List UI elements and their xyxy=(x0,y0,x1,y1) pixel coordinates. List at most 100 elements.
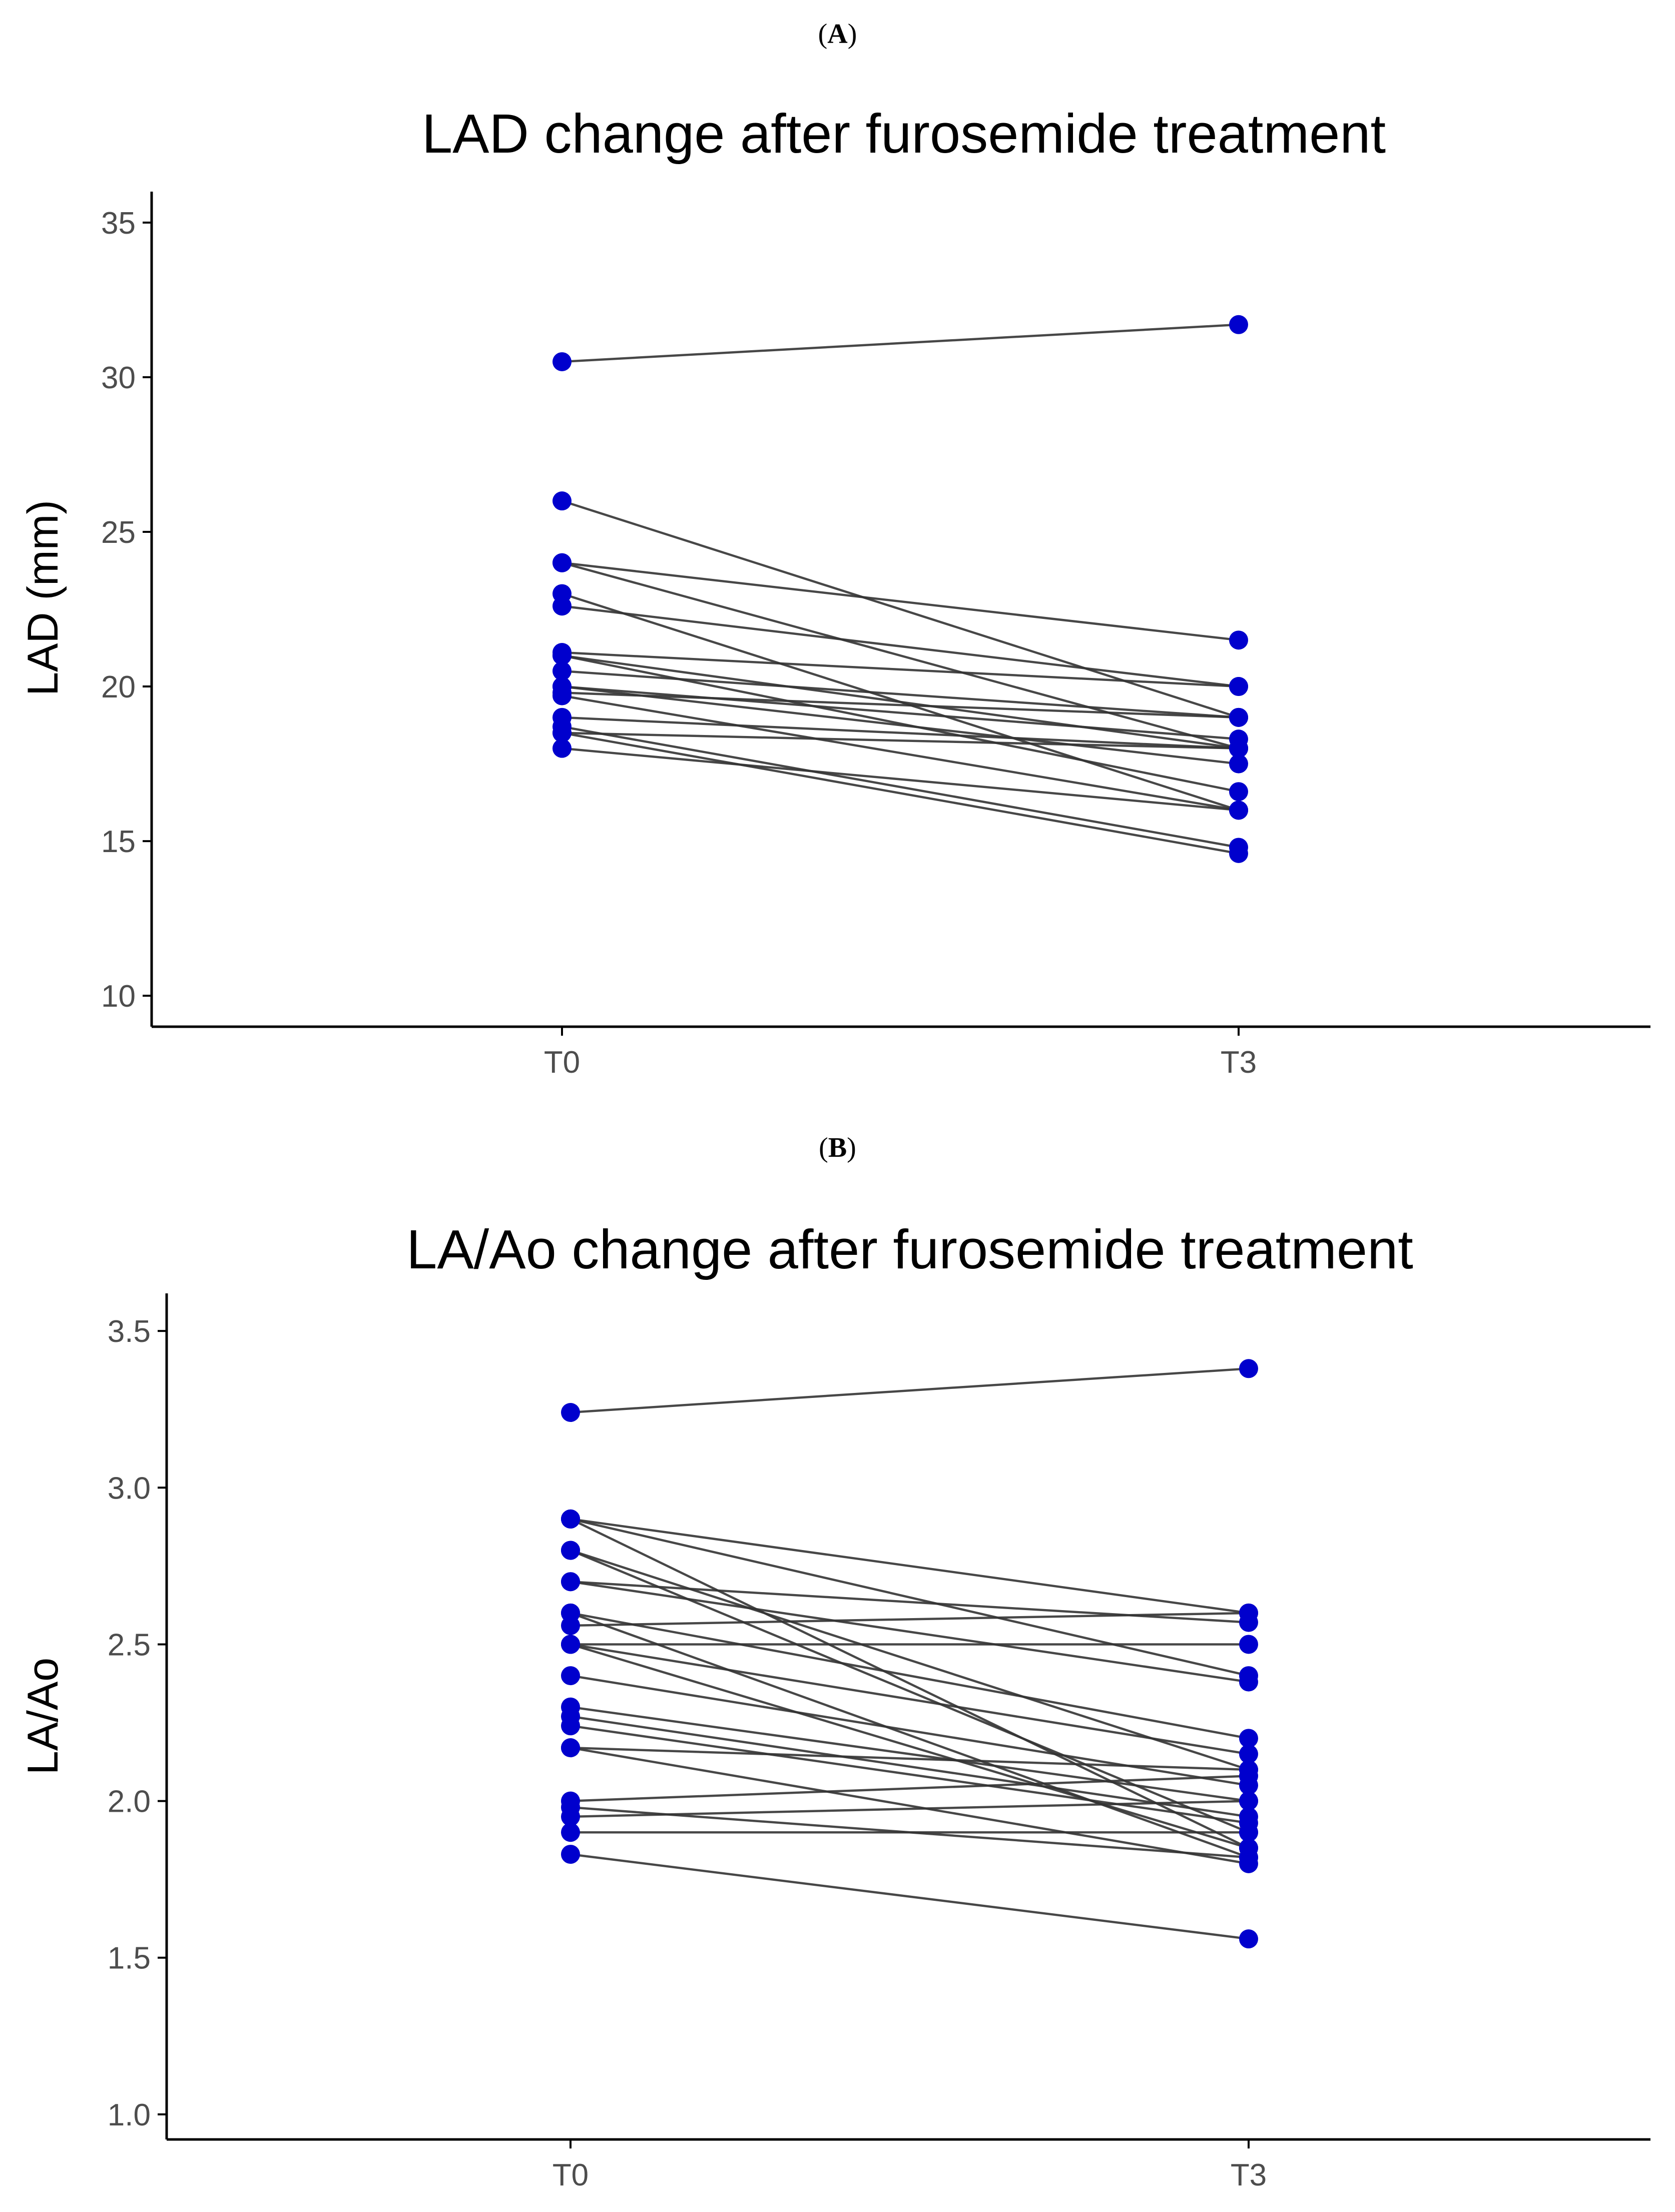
subject-line xyxy=(570,1725,1249,1824)
data-point xyxy=(552,686,572,705)
subject-line xyxy=(562,669,1239,719)
data-point xyxy=(552,723,572,743)
data-point xyxy=(1229,630,1248,650)
data-point xyxy=(561,1402,580,1422)
subject-line xyxy=(570,1612,1249,1740)
data-point xyxy=(1229,801,1248,820)
data-point xyxy=(1229,844,1248,863)
panel-label-b: (B) xyxy=(819,1132,856,1163)
subject-line xyxy=(562,685,1239,741)
subject-line xyxy=(570,1643,1249,1755)
data-point xyxy=(561,1509,580,1529)
x-tick-label: T0 xyxy=(552,2158,589,2192)
x-tick-label: T3 xyxy=(1231,2158,1267,2192)
y-tick-label: 10 xyxy=(101,979,136,1014)
data-point xyxy=(561,1635,580,1654)
subject-line xyxy=(562,685,1239,765)
subject-line xyxy=(562,500,1239,718)
subject-line xyxy=(570,1853,1249,1940)
data-point xyxy=(552,646,572,665)
data-point xyxy=(1239,1635,1258,1654)
subject-line xyxy=(570,1746,1249,1865)
data-point xyxy=(561,1616,580,1635)
subject-line xyxy=(562,654,1239,793)
y-tick-label: 30 xyxy=(101,361,136,395)
subject-line xyxy=(570,1580,1249,1624)
data-point xyxy=(1239,1744,1258,1764)
chart-title: LAD change after furosemide treatment xyxy=(422,103,1386,165)
subject-line xyxy=(562,323,1239,363)
subject-line xyxy=(562,561,1239,750)
data-point xyxy=(552,661,572,681)
y-axis-title: LAD (mm) xyxy=(19,500,67,696)
data-point xyxy=(561,1845,580,1864)
subject-line xyxy=(570,1800,1249,1818)
subject-line xyxy=(570,1580,1249,1683)
subject-line xyxy=(562,654,1239,750)
chart-la-ao: LA/Ao change after furosemide treatment … xyxy=(19,1219,1650,2192)
y-tick-label: 20 xyxy=(101,670,136,704)
y-tick-label: 3.0 xyxy=(108,1471,151,1506)
subject-line xyxy=(562,747,1239,812)
subject-line xyxy=(570,1367,1249,1414)
data-point xyxy=(561,1716,580,1736)
data-point xyxy=(552,596,572,616)
subject-line xyxy=(570,1518,1249,1615)
data-point xyxy=(561,1807,580,1826)
data-point xyxy=(1239,1672,1258,1692)
data-point xyxy=(552,491,572,511)
data-point xyxy=(552,352,572,371)
data-point xyxy=(561,1666,580,1686)
data-point xyxy=(1229,677,1248,696)
data-point xyxy=(552,553,572,572)
subject-line xyxy=(562,651,1239,688)
subject-line xyxy=(570,1612,1249,1627)
data-point xyxy=(1229,707,1248,727)
data-point xyxy=(1229,754,1248,774)
y-tick-label: 1.5 xyxy=(108,1941,151,1976)
subject-line xyxy=(562,561,1239,641)
data-point xyxy=(561,1572,580,1592)
data-point xyxy=(561,1738,580,1758)
y-tick-label: 25 xyxy=(101,515,136,550)
subject-line xyxy=(570,1643,1249,1849)
data-point xyxy=(1229,782,1248,802)
subject-line xyxy=(570,1549,1249,1771)
data-point xyxy=(561,1541,580,1560)
data-point xyxy=(561,1823,580,1842)
subject-line xyxy=(570,1775,1249,1802)
subject-line xyxy=(562,725,1239,849)
subject-line xyxy=(570,1518,1249,1677)
subject-line xyxy=(570,1612,1249,1859)
subject-line xyxy=(562,731,1239,855)
subject-line xyxy=(562,731,1239,750)
subject-line xyxy=(570,1706,1249,1802)
data-point xyxy=(1229,315,1248,334)
x-tick-label: T3 xyxy=(1221,1045,1257,1080)
subject-line xyxy=(562,605,1239,688)
subject-line xyxy=(570,1746,1249,1771)
data-point xyxy=(1239,1603,1258,1623)
data-point xyxy=(1239,1929,1258,1949)
chart-title: LA/Ao change after furosemide treatment xyxy=(406,1219,1413,1280)
x-tick-label: T0 xyxy=(544,1045,580,1080)
data-point xyxy=(1239,1729,1258,1748)
data-point xyxy=(552,739,572,758)
y-tick-label: 15 xyxy=(101,825,136,859)
data-point xyxy=(1239,1848,1258,1867)
subject-line xyxy=(570,1518,1249,1849)
subject-line xyxy=(562,691,1239,719)
y-tick-label: 3.5 xyxy=(108,1314,151,1349)
y-tick-label: 2.0 xyxy=(108,1785,151,1819)
panel-label-a: (A) xyxy=(818,19,857,50)
subject-line xyxy=(562,694,1239,812)
chart-lad: LAD change after furosemide treatment LA… xyxy=(19,103,1650,1080)
data-point xyxy=(1239,1791,1258,1811)
panel-label-b-letter: B xyxy=(828,1132,847,1163)
subject-line xyxy=(562,716,1239,750)
data-point xyxy=(1239,1766,1258,1786)
y-axis-title: LA/Ao xyxy=(19,1658,67,1775)
y-tick-label: 1.0 xyxy=(108,2098,151,2132)
panel-label-a-letter: A xyxy=(827,19,848,50)
y-tick-label: 35 xyxy=(101,206,136,241)
